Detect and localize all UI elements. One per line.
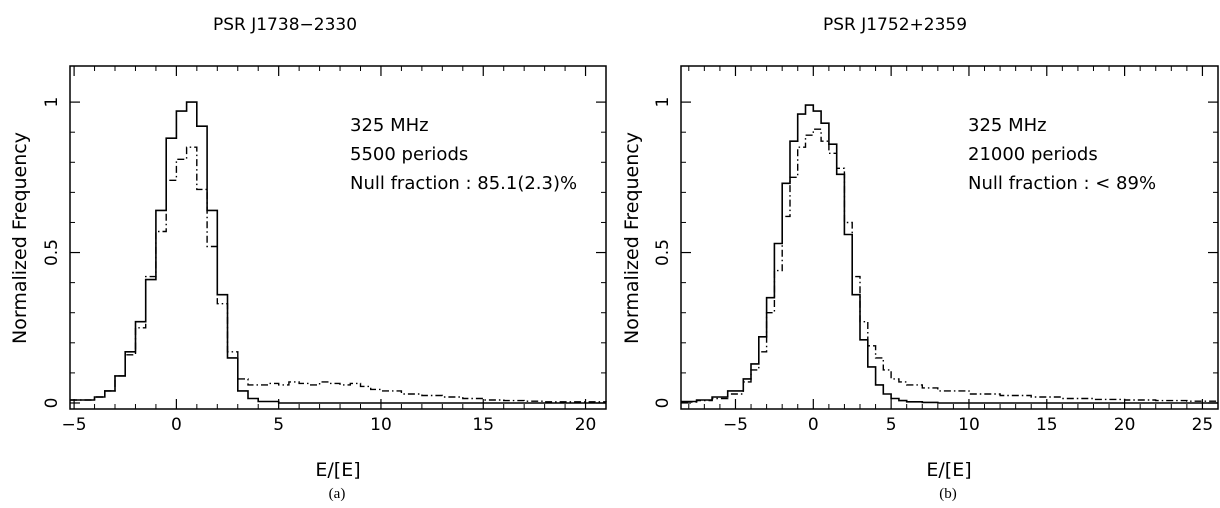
panel-b-axes: −5 0 5 10 15 20 25 0 0.5 1: [653, 66, 1219, 435]
panel-a-xtick-label: 0: [171, 415, 182, 435]
panel-a-xtick-label: 20: [575, 415, 597, 435]
panel-b-xtick-label: 5: [886, 415, 897, 435]
panel-b-xtick-label: −5: [723, 415, 748, 435]
panel-b-xlabel: E/[E]: [926, 459, 971, 481]
panel-b-ytick-label: 1: [653, 97, 673, 108]
panel-b-frame: [680, 65, 1219, 410]
panel-a-xtick-label: 10: [370, 415, 392, 435]
panel-b-series-dashdot: [681, 128, 1219, 403]
panel-a-xtick-label: −5: [62, 415, 87, 435]
panel-a-series-solid: [70, 101, 606, 404]
panel-a-annotation-null: Null fraction : 85.1(2.3)%: [350, 173, 577, 194]
panel-b-xtick-label: 0: [808, 415, 819, 435]
panel-b-annotation-freq: 325 MHz: [968, 115, 1047, 136]
panel-b-annotation-periods: 21000 periods: [968, 144, 1098, 165]
panel-a-annotation-periods: 5500 periods: [350, 144, 468, 165]
panel-b-xtick-label: 25: [1192, 415, 1214, 435]
panel-b-series-solid: [681, 104, 1218, 404]
panel-a-xlabel: E/[E]: [315, 459, 360, 481]
panel-a-caption: (a): [329, 486, 346, 502]
panel-b: PSR J1752+2359 −5 0 5 10 15 20 25 0 0.5 1 E/[E] N…: [621, 15, 1219, 502]
panel-b-ytick-label: 0: [653, 398, 673, 409]
panel-b-xtick-label: 15: [1036, 415, 1058, 435]
panel-b-xtick-label: 10: [958, 415, 980, 435]
panel-b-series-group: [681, 104, 1219, 404]
panel-a-series-group: [70, 101, 607, 404]
panel-b-annotation-null: Null fraction : < 89%: [968, 173, 1156, 194]
panel-a-series-dashdot: [70, 146, 607, 403]
panel-b-ylabel: Normalized Frequency: [621, 132, 643, 344]
panel-b-xtick-label: 20: [1114, 415, 1136, 435]
panel-a-xtick-label: 5: [273, 415, 284, 435]
panel-a-frame: [69, 65, 607, 410]
panel-a-title: PSR J1738−2330: [213, 15, 357, 35]
panel-b-caption: (b): [939, 486, 957, 502]
panel-a-ylabel: Normalized Frequency: [9, 132, 31, 344]
panel-b-ytick-label: 0.5: [653, 239, 673, 266]
panel-a-xtick-label: 15: [472, 415, 494, 435]
panel-b-title: PSR J1752+2359: [823, 15, 967, 35]
panel-a-ytick-label: 0: [42, 398, 62, 409]
panel-a-ytick-label: 0.5: [42, 239, 62, 266]
panel-a-ytick-label: 1: [42, 97, 62, 108]
panel-a-annotation-freq: 325 MHz: [350, 115, 429, 136]
